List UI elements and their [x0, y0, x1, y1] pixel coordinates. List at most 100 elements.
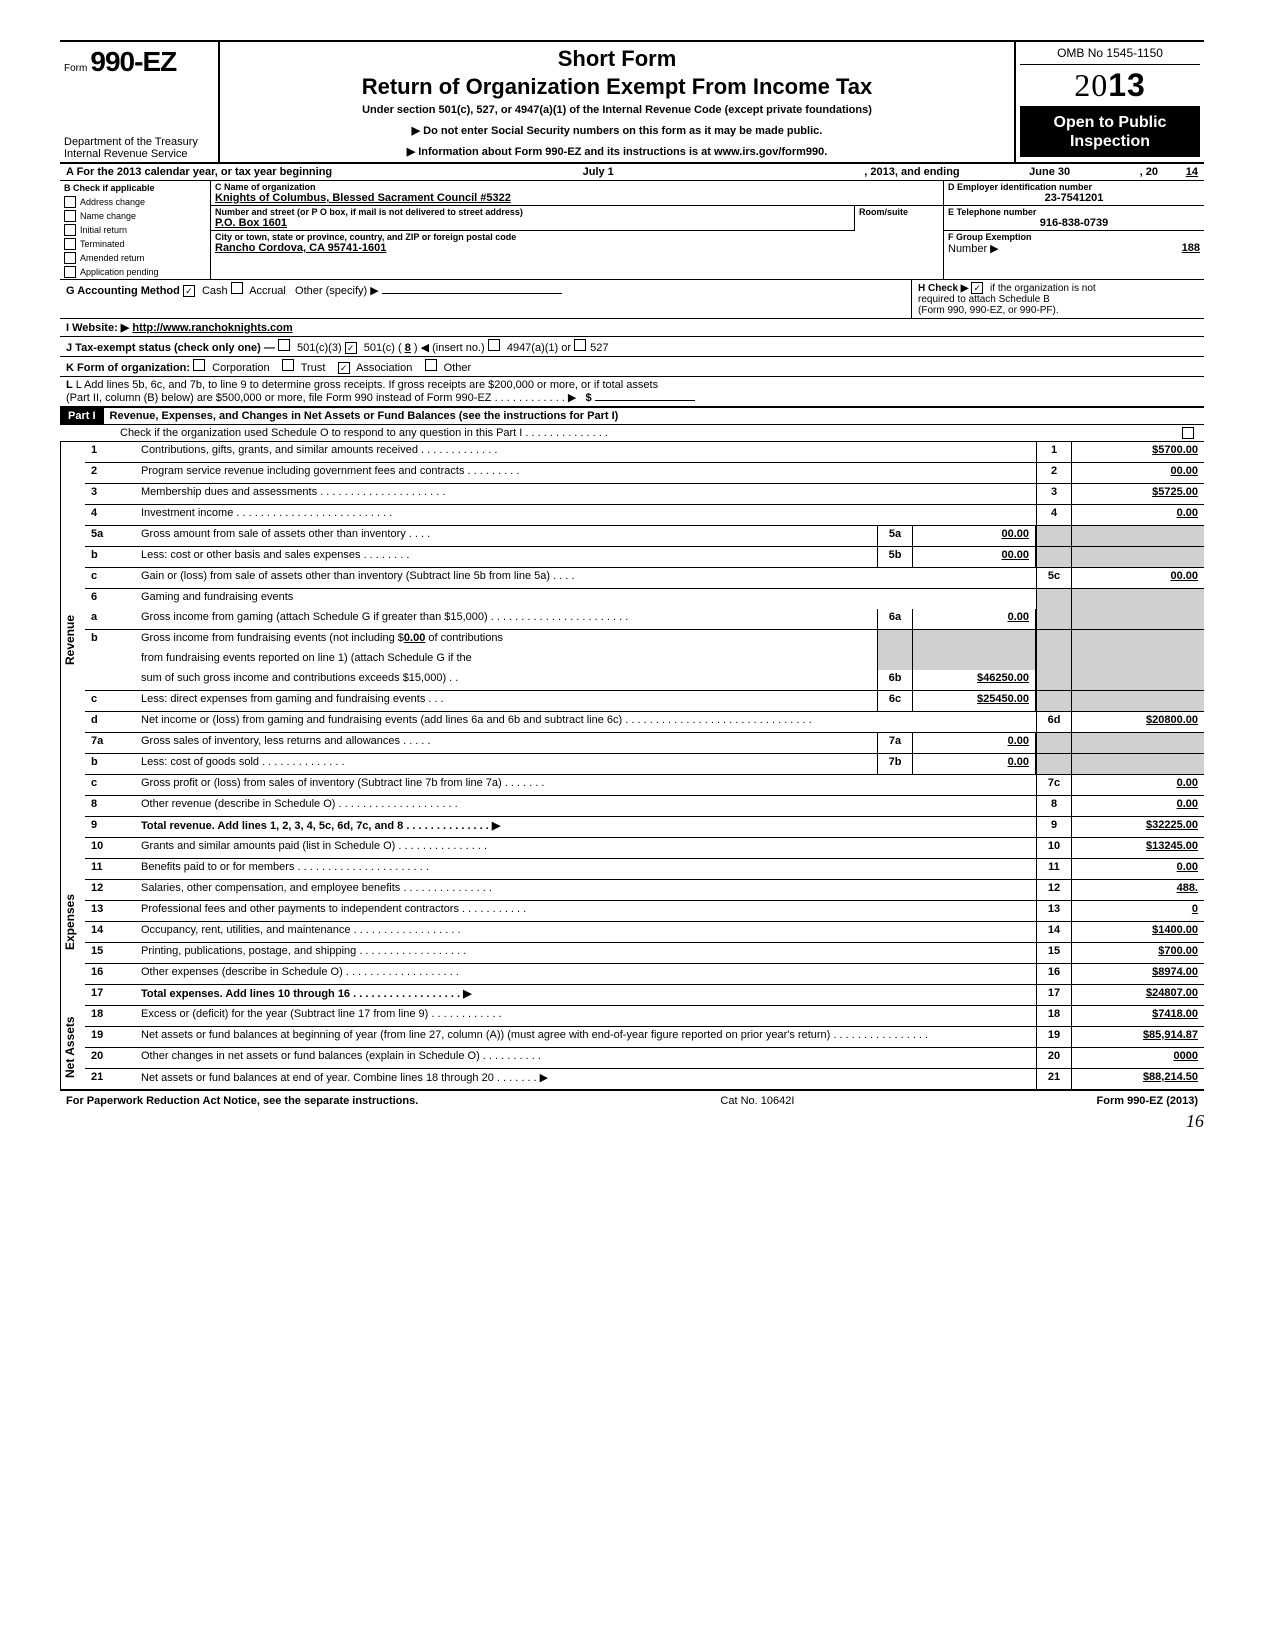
line-5c-val: 00.00 [1072, 568, 1204, 588]
city-value: Rancho Cordova, CA 95741-1601 [215, 242, 939, 254]
checkbox-icon[interactable] [64, 210, 76, 222]
section-c: C Name of organization Knights of Columb… [211, 181, 943, 279]
line-7b-sub: 0.00 [913, 754, 1036, 774]
cb-other-org[interactable] [425, 359, 437, 371]
revenue-section: Revenue 1Contributions, gifts, grants, a… [60, 442, 1204, 838]
line-8-val: 0.00 [1072, 796, 1204, 816]
cb-501c3[interactable] [278, 339, 290, 351]
line-l-amount[interactable] [595, 400, 695, 401]
website-value: http://www.ranchoknights.com [132, 322, 292, 334]
cb-cash[interactable]: ✓ [183, 285, 195, 297]
org-name-label: C Name of organization [215, 182, 939, 192]
info-grid: B Check if applicable Address change Nam… [60, 181, 1204, 280]
cb-4947[interactable] [488, 339, 500, 351]
line-7a-sub: 0.00 [913, 733, 1036, 753]
line-19-val: $85,914.87 [1072, 1027, 1204, 1047]
line-k: K Form of organization: Corporation Trus… [60, 357, 1204, 377]
part1-check: Check if the organization used Schedule … [60, 425, 1204, 442]
part1-label: Part I [60, 408, 104, 424]
line-g-label: G Accounting Method [66, 285, 180, 297]
section-b: B Check if applicable Address change Nam… [60, 181, 211, 279]
checkbox-icon[interactable] [64, 238, 76, 250]
open-line1: Open to Public [1024, 113, 1196, 132]
cb-name-change[interactable]: Name change [60, 209, 210, 223]
line-18-val: $7418.00 [1072, 1006, 1204, 1026]
line-17-val: $24807.00 [1072, 985, 1204, 1005]
cb-association[interactable]: ✓ [338, 362, 350, 374]
line-g-other-input[interactable] [382, 293, 562, 294]
addr-value: P.O. Box 1601 [215, 217, 850, 229]
header-center: Short Form Return of Organization Exempt… [220, 42, 1014, 162]
checkbox-icon[interactable] [64, 252, 76, 264]
section-def: D Employer identification number 23-7541… [943, 181, 1204, 279]
footer-right: Form 990-EZ (2013) [1097, 1095, 1198, 1107]
line-l-text2: (Part II, column (B) below) are $500,000… [66, 392, 576, 404]
line-a-mid: , 2013, and ending [864, 166, 959, 178]
netassets-section: Net Assets 18Excess or (deficit) for the… [60, 1006, 1204, 1091]
cb-527[interactable] [574, 339, 586, 351]
checkbox-icon[interactable] [64, 224, 76, 236]
open-line2: Inspection [1024, 132, 1196, 151]
warn-line1: ▶ Do not enter Social Security numbers o… [228, 124, 1006, 137]
line-2-val: 00.00 [1072, 463, 1204, 483]
omb-number: OMB No 1545-1150 [1020, 46, 1200, 65]
dept-block: Department of the Treasury Internal Reve… [64, 136, 198, 160]
line-14-val: $1400.00 [1072, 922, 1204, 942]
form-number: 990-EZ [90, 46, 176, 77]
part1-check-text: Check if the organization used Schedule … [120, 427, 608, 439]
expenses-side-label: Expenses [60, 838, 85, 1006]
footer-center: Cat No. 10642I [720, 1095, 794, 1107]
cb-amended-return[interactable]: Amended return [60, 251, 210, 265]
year-2: 2 [1074, 67, 1091, 103]
open-to-public: Open to Public Inspection [1020, 107, 1200, 157]
line-13-val: 0 [1072, 901, 1204, 921]
line-3-val: $5725.00 [1072, 484, 1204, 504]
cb-501c[interactable]: ✓ [345, 342, 357, 354]
netassets-side-label: Net Assets [60, 1006, 85, 1089]
line-k-label: K Form of organization: [66, 362, 190, 374]
dept-line1: Department of the Treasury [64, 136, 198, 148]
city-label: City or town, state or province, country… [215, 232, 939, 242]
checkbox-icon[interactable] [64, 266, 76, 278]
form-prefix: Form [64, 63, 87, 74]
cb-schedule-b[interactable]: ✓ [971, 282, 983, 294]
cb-schedule-o-part1[interactable] [1182, 427, 1194, 439]
subtitle: Under section 501(c), 527, or 4947(a)(1)… [228, 104, 1006, 116]
line-6b-sub: $46250.00 [913, 670, 1036, 690]
line-a-suffix: , 20 [1140, 166, 1158, 178]
group-exempt-label: F Group Exemption [948, 232, 1200, 242]
line-i: I Website: ▶ http://www.ranchoknights.co… [60, 319, 1204, 337]
city-section: City or town, state or province, country… [211, 231, 943, 255]
line-l: L L Add lines 5b, 6c, and 7b, to line 9 … [60, 377, 1204, 408]
cb-terminated[interactable]: Terminated [60, 237, 210, 251]
line-6c-sub: $25450.00 [913, 691, 1036, 711]
header-left: Form 990-EZ Department of the Treasury I… [60, 42, 220, 162]
header-right: OMB No 1545-1150 2013 Open to Public Ins… [1014, 42, 1204, 162]
org-name-section: C Name of organization Knights of Columb… [211, 181, 943, 206]
cb-address-change[interactable]: Address change [60, 195, 210, 209]
cb-initial-return[interactable]: Initial return [60, 223, 210, 237]
line-4-val: 0.00 [1072, 505, 1204, 525]
line-a-yr: 14 [1158, 166, 1198, 178]
checkbox-icon[interactable] [64, 196, 76, 208]
line-7c-val: 0.00 [1072, 775, 1204, 795]
year-0: 0 [1091, 67, 1108, 103]
line-h: H Check ▶ ✓ if the organization is not r… [911, 280, 1204, 318]
addr-section: Number and street (or P O box, if mail i… [211, 206, 854, 231]
line-21-val: $88,214.50 [1072, 1069, 1204, 1089]
line-a: A For the 2013 calendar year, or tax yea… [60, 164, 1204, 181]
cb-corporation[interactable] [193, 359, 205, 371]
group-number-label: Number ▶ [948, 242, 999, 255]
return-title: Return of Organization Exempt From Incom… [228, 74, 1006, 100]
cb-trust[interactable] [282, 359, 294, 371]
section-f: F Group Exemption Number ▶188 [944, 231, 1204, 256]
line-1-val: $5700.00 [1072, 442, 1204, 462]
cb-accrual[interactable] [231, 282, 243, 294]
form-footer: For Paperwork Reduction Act Notice, see … [60, 1091, 1204, 1111]
cb-application-pending[interactable]: Application pending [60, 265, 210, 279]
section-d: D Employer identification number 23-7541… [944, 181, 1204, 206]
revenue-side-label: Revenue [60, 442, 85, 838]
room-suite-label: Room/suite [854, 206, 943, 231]
line-j: J Tax-exempt status (check only one) — 5… [60, 337, 1204, 356]
phone-value: 916-838-0739 [948, 217, 1200, 229]
